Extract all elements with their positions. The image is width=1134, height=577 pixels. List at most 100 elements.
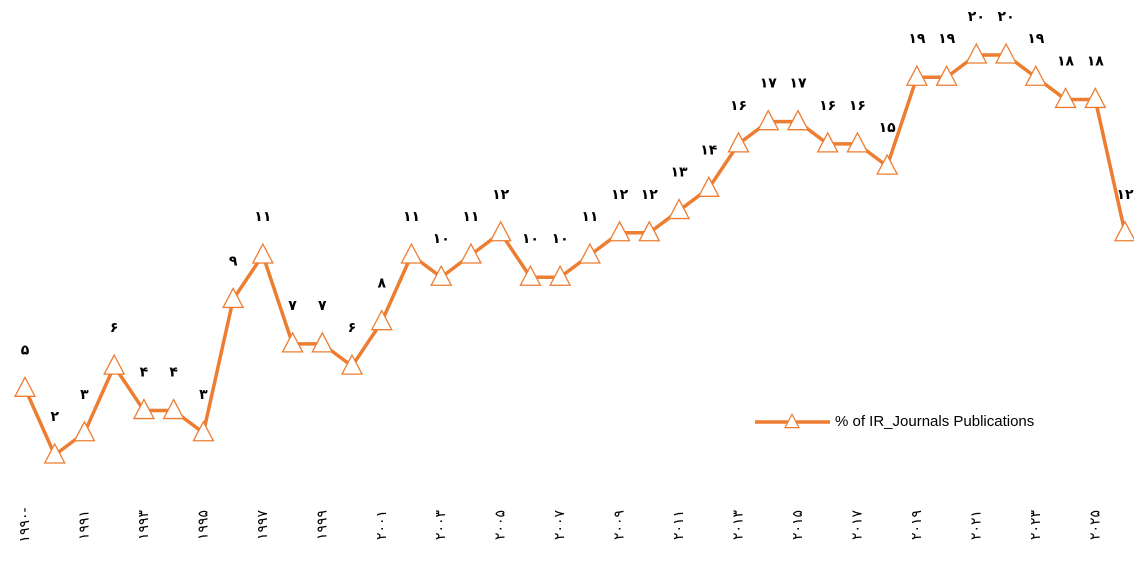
data-label: ۱۹ [1027, 31, 1045, 47]
data-label: ۸ [377, 276, 386, 292]
data-marker [311, 331, 334, 353]
data-label: ۱۶ [819, 98, 836, 114]
data-label: ۱۱ [254, 209, 271, 225]
legend-marker [784, 413, 800, 429]
x-tick-label: ۲۰۰۹ [612, 510, 628, 540]
data-marker [73, 420, 96, 442]
data-label: ۱۲ [641, 187, 659, 203]
data-label: ۱۷ [760, 76, 778, 92]
x-tick-label: ۲۰۲۱ [968, 510, 984, 540]
data-marker [251, 242, 274, 264]
data-label: ۴ [140, 365, 149, 381]
data-label: ۱۴ [700, 142, 718, 158]
x-tick-label: ۱۹۹۷ [255, 509, 271, 540]
data-label: ۲۰ [968, 9, 985, 25]
data-marker [697, 175, 720, 197]
data-marker [786, 109, 810, 131]
data-marker [1024, 64, 1047, 86]
data-marker [43, 442, 66, 464]
data-label: ۱۳ [671, 165, 689, 181]
data-label: ۱۲ [492, 187, 510, 203]
x-tick-label: ۱۹۹۰- [17, 507, 33, 542]
data-label: ۱۷ [789, 76, 807, 92]
data-marker [370, 309, 393, 331]
data-label: ۶ [348, 320, 357, 336]
data-label: ۳ [80, 387, 89, 403]
data-label: ۱۹ [938, 31, 956, 47]
data-marker [876, 153, 899, 175]
data-marker [608, 220, 631, 242]
data-marker [638, 220, 661, 242]
data-label: ۱۹ [908, 31, 926, 47]
data-label: ۵ [21, 342, 30, 358]
data-label: ۶ [110, 320, 119, 336]
data-marker [281, 331, 304, 353]
data-marker [13, 375, 37, 397]
x-tick-label: ۲۰۱۵ [790, 510, 806, 540]
data-label: ۲ [50, 409, 59, 425]
data-marker [459, 242, 483, 264]
x-tick-label: ۱۹۹۳ [136, 509, 152, 540]
x-tick-label: ۱۹۹۱ [76, 510, 92, 540]
data-marker [727, 131, 750, 153]
data-marker [667, 198, 691, 220]
data-label: ۱۱ [403, 209, 420, 225]
data-label: ۱۲ [1116, 187, 1134, 203]
x-tick-label: ۱۹۹۹ [314, 510, 330, 540]
data-label: ۱۲ [611, 187, 629, 203]
data-marker [489, 220, 512, 242]
x-tick-label: ۲۰۱۷ [849, 509, 865, 540]
data-label: ۱۰ [433, 231, 450, 247]
data-label: ۴ [169, 365, 178, 381]
data-marker [162, 398, 185, 420]
data-label: ۱۰ [552, 231, 569, 247]
x-tick-label: ۱۹۹۵ [195, 510, 211, 540]
data-marker [549, 264, 572, 286]
data-label: ۱۸ [1057, 53, 1075, 69]
data-marker [222, 287, 245, 309]
data-marker [400, 242, 423, 264]
x-tick-label: ۲۰۰۳ [433, 509, 449, 540]
data-marker [1054, 87, 1077, 109]
data-marker [816, 131, 839, 153]
data-marker [578, 242, 601, 264]
data-label: ۹ [229, 253, 238, 269]
data-label: ۱۵ [879, 120, 897, 136]
data-label: ۷ [288, 298, 297, 314]
data-marker [965, 42, 988, 64]
data-marker [905, 64, 928, 86]
data-label: ۱۱ [462, 209, 479, 225]
data-label: ۱۶ [730, 98, 747, 114]
x-tick-label: ۲۰۰۵ [493, 510, 509, 540]
data-label: ۲۰ [998, 9, 1015, 25]
data-marker [103, 353, 126, 375]
data-marker [757, 109, 780, 131]
data-marker [1084, 87, 1107, 109]
data-marker [430, 264, 453, 286]
x-tick-label: ۲۰۱۱ [671, 510, 687, 540]
data-line [23, 53, 1127, 457]
data-label: ۱۶ [849, 98, 866, 114]
data-marker [132, 398, 155, 420]
x-tick-label: ۲۰۲۵ [1087, 510, 1103, 540]
x-tick-label: ۲۰۱۳ [731, 509, 747, 540]
data-marker [1113, 220, 1134, 242]
data-marker [995, 42, 1018, 64]
x-tick-label: ۲۰۰۱ [374, 510, 390, 540]
data-label: ۳ [199, 387, 208, 403]
data-marker [935, 64, 958, 86]
x-tick-label: ۲۰۱۹ [909, 510, 925, 540]
data-label: ۷ [318, 298, 327, 314]
x-tick-label: ۲۰۰۷ [552, 509, 568, 540]
data-marker [340, 353, 364, 375]
data-marker [846, 131, 869, 153]
data-label: ۱۱ [581, 209, 598, 225]
data-marker [192, 420, 215, 442]
data-marker [519, 264, 542, 286]
x-tick-label: ۲۰۲۳ [1028, 509, 1044, 540]
legend-label: % of IR_Journals Publications [835, 413, 1034, 430]
data-label: ۱۰ [522, 231, 539, 247]
data-label: ۱۸ [1087, 53, 1105, 69]
